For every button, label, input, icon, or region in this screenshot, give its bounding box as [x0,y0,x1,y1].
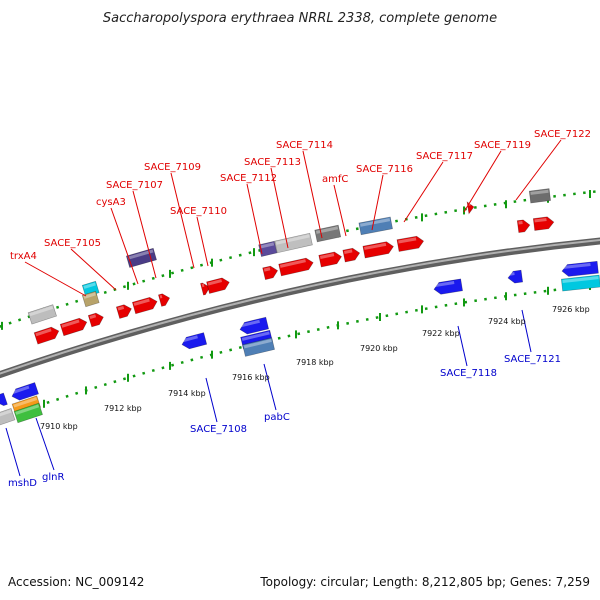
forward-cds[interactable] [206,276,231,294]
forward-cds[interactable] [59,316,88,337]
gene-label-sace_7122[interactable]: SACE_7122 [534,129,591,140]
scale-label: 7922 kbp [422,329,460,338]
reverse-cds[interactable] [180,332,208,351]
label-leader-line [463,150,502,213]
gene-label-pabc[interactable]: pabC [264,412,290,423]
label-leader-line [170,172,195,269]
forward-cds[interactable] [466,201,475,215]
label-leader-line [110,207,139,285]
gene-feature[interactable] [358,216,393,236]
forward-cds[interactable] [516,219,531,233]
scale-label: 7926 kbp [552,305,590,314]
label-leader-line [196,216,209,267]
genome-backbone-highlight [0,239,600,375]
label-leader-line [132,190,157,279]
label-leader-line [263,363,277,411]
reverse-cds[interactable] [239,316,269,335]
gene-feature[interactable] [258,240,278,257]
label-leader-line [246,183,263,255]
forward-cds[interactable] [396,235,425,252]
scale-label: 7914 kbp [168,389,206,398]
gene-label-amfc[interactable]: amfC [322,174,348,185]
forward-cds[interactable] [115,303,133,319]
label-leader-line [302,150,323,239]
pseudogene-feature[interactable] [314,224,342,243]
forward-cds[interactable] [532,216,555,231]
scale-label: 7920 kbp [360,344,398,353]
pseudogene-feature[interactable] [528,188,551,204]
gene-label-sace_7119[interactable]: SACE_7119 [474,140,531,151]
scale-labels: 7910 kbp 7912 kbp 7914 kbp 7916 kbp 7918 kbp… [40,305,590,431]
label-leader-line [205,377,218,423]
accession-label: Accession: NC_009142 [8,575,144,589]
gene-label-sace_7121[interactable]: SACE_7121 [504,354,561,365]
label-leader-line [515,139,562,201]
scale-label: 7916 kbp [232,373,270,382]
ruler-ticks [1,190,591,422]
forward-cds[interactable] [278,257,315,277]
pseudogene-feature[interactable] [27,304,57,325]
reverse-cds[interactable] [561,260,599,277]
reverse-ruler [0,283,600,420]
scale-label: 7924 kbp [488,317,526,326]
gene-label-sace_7118[interactable]: SACE_7118 [440,368,497,379]
gene-label-mshd[interactable]: mshD [8,478,37,489]
genome-title: Saccharopolyspora erythraea NRRL 2338, c… [103,11,497,26]
label-leader-line [270,167,289,249]
rna-feature[interactable] [13,402,43,424]
forward-cds[interactable] [262,265,279,280]
forward-cds[interactable] [87,311,105,328]
label-leader-line [333,184,347,237]
forward-cds[interactable] [33,325,61,345]
gene-label-sace_7114[interactable]: SACE_7114 [276,140,333,151]
label-leader-line [521,309,532,353]
gene-label-sace_7109[interactable]: SACE_7109 [144,162,201,173]
forward-cds[interactable] [342,247,361,263]
gene-labels: trxA4 SACE_7105 cysA3 SACE_7107 SACE_7109 SAC… [8,129,591,489]
gene-label-sace_7112[interactable]: SACE_7112 [220,173,277,184]
gene-label-cysa3[interactable]: cysA3 [96,197,126,208]
gene-label-sace_7108[interactable]: SACE_7108 [190,424,247,435]
label-leader-line [24,261,87,297]
label-leader-line [70,248,117,291]
forward-cds[interactable] [200,281,211,296]
label-leader-lines [5,139,562,477]
scale-label: 7910 kbp [40,422,78,431]
pseudogene-feature[interactable] [274,232,313,254]
reverse-cds[interactable] [10,382,39,403]
pseudogene-feature[interactable] [0,408,16,426]
scale-label: 7918 kbp [296,358,334,367]
label-leader-line [403,161,444,223]
forward-ruler [0,189,600,328]
gene-features [0,188,600,426]
genome-summary: Topology: circular; Length: 8,212,805 bp… [259,575,590,589]
reverse-cds[interactable] [0,392,8,408]
gene-label-sace_7116[interactable]: SACE_7116 [356,164,413,175]
gene-label-glnr[interactable]: glnR [42,472,64,483]
gene-label-sace_7105[interactable]: SACE_7105 [44,238,101,249]
label-leader-line [457,325,468,367]
misc-feature[interactable] [81,290,100,308]
reverse-cds[interactable] [433,278,463,295]
scale-label: 7912 kbp [104,404,142,413]
gene-label-sace_7117[interactable]: SACE_7117 [416,151,473,162]
forward-cds[interactable] [131,296,158,315]
label-leader-line [5,427,21,477]
gene-feature[interactable] [242,337,275,357]
rna-feature[interactable] [561,274,600,292]
forward-cds[interactable] [362,241,395,259]
reverse-cds[interactable] [507,269,524,284]
gene-label-sace_7107[interactable]: SACE_7107 [106,180,163,191]
gene-label-trxa4[interactable]: trxA4 [10,251,37,262]
gene-label-sace_7113[interactable]: SACE_7113 [244,157,301,168]
gene-label-sace_7110[interactable]: SACE_7110 [170,206,227,217]
forward-cds[interactable] [158,292,171,307]
forward-cds[interactable] [318,251,343,268]
label-leader-line [35,417,55,471]
label-leader-line [371,174,384,231]
